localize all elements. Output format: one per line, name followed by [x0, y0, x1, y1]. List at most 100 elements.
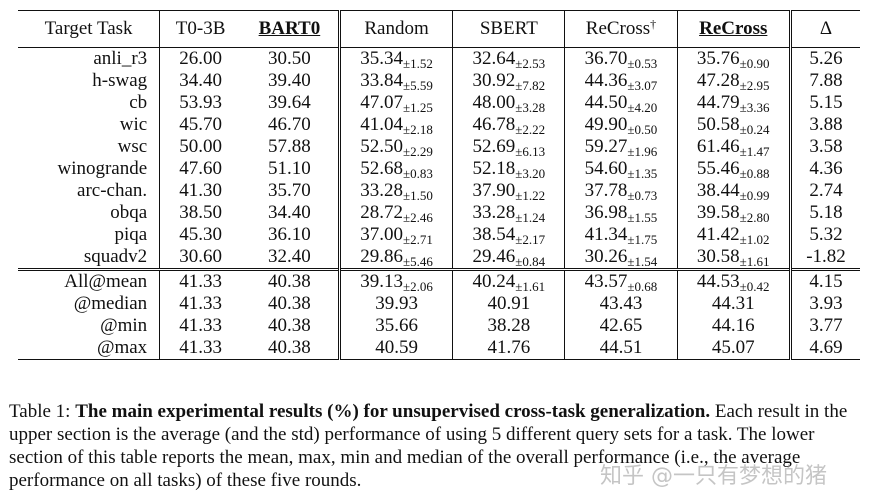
- cell-bart0: 36.10: [240, 224, 341, 246]
- cell-t0-3b: 38.50: [160, 202, 241, 224]
- cell-recross: 47.28±2.95: [677, 70, 792, 92]
- cell-recross-value: 47.28: [696, 70, 740, 91]
- cell-random-value: 35.34: [360, 48, 403, 69]
- watermark: 知乎 @一只有梦想的猪: [600, 464, 827, 489]
- cell-random: 41.04±2.18: [339, 114, 454, 137]
- cell-t0-3b: 34.40: [160, 70, 241, 92]
- cell-sbert-std: ±3.20: [515, 166, 546, 181]
- cell-bart0: 46.70: [240, 114, 341, 136]
- caption-prefix: Table 1:: [9, 401, 76, 422]
- cell-delta: 4.36: [790, 158, 860, 180]
- cell-recross-dagger-std: ±1.54: [627, 254, 658, 269]
- cell-task: @min: [18, 315, 161, 337]
- cell-random-value: 35.66: [375, 315, 418, 336]
- cell-task: squadv2: [18, 246, 161, 270]
- cell-sbert: 32.64±2.53: [452, 47, 566, 70]
- cell-recross-value: 44.31: [711, 293, 755, 314]
- cell-recross-dagger-std: ±0.73: [627, 188, 658, 203]
- cell-sbert-value: 38.54: [472, 224, 516, 245]
- cell-t0-3b-value: 41.33: [179, 315, 222, 336]
- cell-sbert-std: ±1.61: [515, 279, 546, 294]
- cell-t0-3b: 26.00: [160, 48, 241, 71]
- cell-random-value: 52.50: [360, 136, 403, 157]
- cell-recross-value: 45.07: [711, 337, 755, 358]
- cell-recross-dagger-std: ±0.68: [627, 279, 658, 294]
- cell-recross: 39.58±2.80: [677, 202, 792, 225]
- cell-recross-dagger-value: 30.26: [584, 246, 628, 267]
- cell-sbert: 52.18±3.20: [452, 158, 566, 181]
- cell-t0-3b-value: 41.33: [179, 293, 222, 314]
- cell-delta-value: 4.36: [809, 158, 843, 179]
- cell-recross-dagger: 44.50±4.20: [564, 92, 678, 115]
- cell-recross-dagger-std: ±3.07: [627, 78, 658, 93]
- cell-sbert: 29.46±0.84: [452, 246, 566, 270]
- cell-random-value: 29.86: [360, 246, 403, 267]
- cell-random: 39.93: [339, 293, 454, 315]
- cell-t0-3b-value: 50.00: [179, 136, 222, 157]
- cell-sbert: 48.00±3.28: [452, 92, 566, 114]
- cell-random-value: 37.00: [360, 224, 403, 245]
- cell-random-value: 47.07: [360, 92, 403, 113]
- cell-recross-dagger-std: ±1.35: [627, 166, 658, 181]
- cell-recross-dagger-value: 36.70: [584, 48, 628, 69]
- table-row: wic 45.70 46.70 41.04±2.18 46.78±2.22 49.90±0…: [18, 114, 860, 136]
- cell-task: anli_r3: [18, 47, 161, 70]
- table-row: winogrande 47.60 51.10 52.68±0.83 52.18±3.20…: [18, 158, 860, 180]
- cell-t0-3b: 41.30: [160, 180, 241, 202]
- cell-bart0-value: 51.10: [268, 158, 311, 179]
- cell-bart0-value: 35.70: [268, 180, 311, 201]
- cell-delta: 3.93: [790, 293, 860, 315]
- cell-random: 47.07±1.25: [339, 92, 454, 115]
- cell-recross-dagger-std: ±1.55: [627, 210, 658, 225]
- cell-delta-value: -1.82: [806, 246, 846, 267]
- cell-recross: 38.44±0.99: [677, 180, 792, 202]
- cell-task: obqa: [18, 202, 161, 224]
- cell-random-std: ±1.52: [402, 56, 433, 71]
- cell-recross-std: ±1.47: [739, 144, 770, 159]
- table-row: cb 53.93 39.64 47.07±1.25 48.00±3.28 44.50±4.…: [18, 92, 860, 114]
- table-row: wsc 50.00 57.88 52.50±2.29 52.69±6.13 59.27±1…: [18, 136, 860, 158]
- cell-recross-std: ±2.80: [739, 210, 770, 225]
- cell-task: All@mean: [18, 269, 161, 293]
- table-row: obqa 38.50 34.40 28.72±2.46 33.28±1.24 36.98±…: [18, 202, 860, 224]
- cell-bart0-value: 57.88: [268, 136, 311, 157]
- cell-bart0-value: 32.40: [268, 246, 311, 267]
- cell-recross-dagger-std: ±4.20: [627, 100, 658, 115]
- cell-task-value: piqa: [114, 224, 148, 245]
- dagger-mark: †: [650, 17, 657, 31]
- cell-t0-3b: 41.33: [160, 293, 241, 315]
- cell-delta-value: 4.15: [809, 271, 843, 292]
- cell-random: 33.84±5.59: [339, 70, 454, 92]
- cell-task-value: squadv2: [83, 246, 148, 267]
- cell-delta-value: 5.15: [809, 92, 843, 113]
- cell-t0-3b-value: 30.60: [179, 246, 222, 267]
- cell-recross: 50.58±0.24: [677, 114, 792, 136]
- cell-recross-std: ±0.42: [739, 279, 770, 294]
- cell-recross-value: 41.42: [696, 224, 740, 245]
- cell-random-std: ±1.25: [402, 100, 433, 115]
- cell-random-std: ±2.18: [402, 122, 433, 137]
- cell-t0-3b-value: 45.30: [179, 224, 222, 245]
- cell-recross-dagger: 42.65: [564, 315, 678, 337]
- cell-recross: 55.46±0.88: [677, 158, 792, 180]
- cell-delta-value: 3.88: [809, 114, 843, 135]
- table-lower-section: All@mean 41.33 40.38 39.13±2.06 40.24±1.61 43…: [18, 269, 860, 360]
- cell-random-value: 40.59: [375, 337, 418, 358]
- cell-sbert: 40.91: [452, 293, 566, 315]
- cell-sbert: 52.69±6.13: [452, 136, 566, 159]
- cell-task-value: obqa: [110, 202, 148, 223]
- cell-sbert-value: 29.46: [472, 246, 516, 267]
- cell-random-std: ±2.46: [402, 210, 433, 225]
- cell-sbert: 37.90±1.22: [452, 180, 566, 202]
- summary-row: All@mean 41.33 40.38 39.13±2.06 40.24±1.61 43…: [18, 269, 860, 294]
- table-caption: Table 1: The main experimental results (…: [9, 400, 871, 492]
- cell-delta-value: 3.58: [809, 136, 843, 157]
- cell-recross-dagger: 43.57±0.68: [564, 269, 678, 294]
- cell-task-value: wic: [119, 114, 148, 135]
- cell-task: piqa: [18, 224, 161, 246]
- cell-recross-value: 55.46: [696, 158, 740, 179]
- cell-task-value: h-swag: [92, 70, 148, 91]
- cell-sbert: 30.92±7.82: [452, 70, 566, 92]
- cell-sbert-std: ±6.13: [515, 144, 546, 159]
- cell-delta: 5.15: [790, 92, 860, 114]
